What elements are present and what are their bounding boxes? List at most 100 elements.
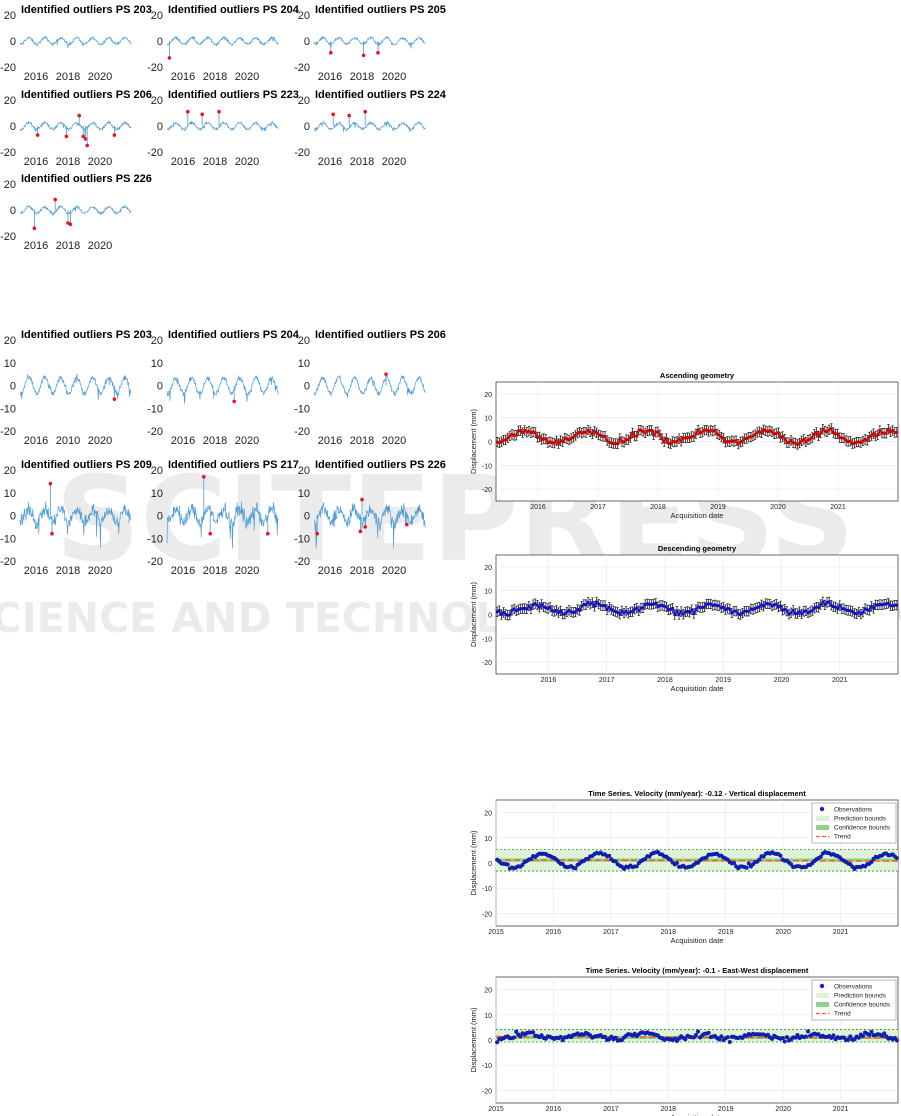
data-point bbox=[834, 432, 837, 436]
x-tick-label: 2016 bbox=[171, 565, 195, 577]
data-point bbox=[851, 610, 854, 613]
x-tick-label: 2017 bbox=[603, 1106, 619, 1113]
x-tick-label: 2018 bbox=[56, 240, 80, 252]
observation-point bbox=[520, 862, 525, 867]
data-point bbox=[812, 432, 816, 436]
y-tick-label: -10 bbox=[0, 533, 16, 545]
data-point bbox=[667, 608, 670, 612]
data-point bbox=[872, 606, 875, 610]
data-point bbox=[713, 603, 717, 607]
data-point bbox=[609, 608, 613, 611]
data-point bbox=[726, 439, 730, 443]
x-tick-label: 2021 bbox=[830, 504, 846, 511]
data-point bbox=[582, 603, 586, 606]
data-point bbox=[700, 430, 704, 434]
data-point bbox=[785, 609, 789, 613]
data-point bbox=[791, 608, 795, 612]
data-point bbox=[863, 438, 867, 441]
legend-label: Observations bbox=[834, 984, 873, 991]
data-point bbox=[738, 613, 742, 616]
data-point bbox=[719, 606, 723, 610]
y-tick-label: 20 bbox=[4, 465, 16, 477]
data-point bbox=[760, 603, 763, 607]
data-point bbox=[648, 602, 651, 606]
data-point bbox=[538, 605, 541, 609]
data-point bbox=[800, 439, 804, 443]
y-tick-label: 10 bbox=[484, 416, 492, 423]
data-point bbox=[677, 613, 681, 616]
series-line bbox=[19, 204, 132, 217]
data-point bbox=[523, 429, 527, 432]
data-point bbox=[595, 600, 598, 604]
x-axis-label: Acquisition date bbox=[671, 684, 724, 693]
x-tick-label: 2020 bbox=[88, 565, 112, 577]
outlier-point bbox=[363, 525, 368, 529]
data-point bbox=[722, 436, 725, 440]
data-point bbox=[506, 613, 510, 617]
data-point bbox=[895, 603, 899, 607]
y-tick-label: -10 bbox=[294, 403, 310, 415]
legend-marker-confidence bbox=[816, 825, 829, 830]
data-point bbox=[867, 608, 871, 612]
data-point bbox=[867, 435, 871, 439]
series-line bbox=[313, 35, 426, 49]
outlier-point bbox=[48, 481, 53, 486]
data-point bbox=[618, 437, 622, 440]
data-point bbox=[812, 606, 816, 610]
data-point bbox=[601, 435, 605, 438]
outlier-point bbox=[361, 53, 366, 58]
data-point bbox=[836, 432, 839, 436]
data-point bbox=[603, 604, 607, 607]
data-point bbox=[889, 430, 892, 434]
y-tick-label: 20 bbox=[4, 335, 16, 347]
series-line bbox=[166, 120, 279, 132]
data-point bbox=[840, 436, 844, 440]
data-point bbox=[836, 607, 840, 610]
y-tick-label: 0 bbox=[10, 511, 16, 523]
y-tick-label: -20 bbox=[0, 426, 16, 438]
data-point bbox=[846, 440, 850, 443]
data-point bbox=[529, 607, 533, 611]
data-point bbox=[667, 441, 670, 445]
data-point bbox=[540, 438, 543, 441]
observation-point bbox=[505, 862, 510, 867]
observation-point bbox=[757, 857, 762, 862]
x-tick-label: 2018 bbox=[203, 565, 227, 577]
y-tick-label: -20 bbox=[0, 556, 16, 568]
data-point bbox=[722, 605, 725, 609]
y-tick-label: 10 bbox=[151, 358, 163, 370]
data-point bbox=[705, 602, 708, 606]
data-point bbox=[855, 612, 859, 616]
data-point bbox=[732, 440, 736, 443]
outlier-point bbox=[217, 109, 221, 114]
data-point bbox=[798, 441, 801, 445]
x-tick-label: 2018 bbox=[650, 504, 666, 511]
outlier-panel: Identified outliers PS 209 20 10 0 -10 -20 201… bbox=[0, 459, 152, 577]
x-tick-label: 2016 bbox=[171, 156, 195, 168]
data-point bbox=[719, 435, 723, 439]
data-point bbox=[893, 431, 897, 434]
data-point bbox=[859, 441, 863, 444]
data-point bbox=[631, 610, 634, 614]
data-point bbox=[726, 607, 730, 610]
data-point bbox=[728, 440, 732, 444]
outlier-point bbox=[186, 109, 190, 114]
series-line bbox=[166, 501, 279, 549]
data-point bbox=[628, 610, 632, 614]
data-point bbox=[525, 430, 529, 434]
series-line bbox=[166, 35, 279, 47]
data-point bbox=[743, 437, 746, 441]
data-point bbox=[747, 609, 751, 613]
observation-point bbox=[780, 1036, 785, 1041]
outlier-panel: Identified outliers PS 206 20 10 0 -10 -20 201… bbox=[294, 329, 446, 447]
outlier-point bbox=[202, 475, 206, 479]
data-point bbox=[891, 429, 894, 432]
observation-point bbox=[717, 1037, 722, 1042]
x-tick-label: 2020 bbox=[235, 435, 259, 447]
y-tick-label: 0 bbox=[304, 36, 310, 48]
data-point bbox=[808, 437, 812, 441]
data-point bbox=[703, 605, 706, 609]
x-tick-label: 2016 bbox=[24, 156, 48, 168]
data-point bbox=[838, 436, 842, 440]
data-point bbox=[886, 601, 890, 605]
